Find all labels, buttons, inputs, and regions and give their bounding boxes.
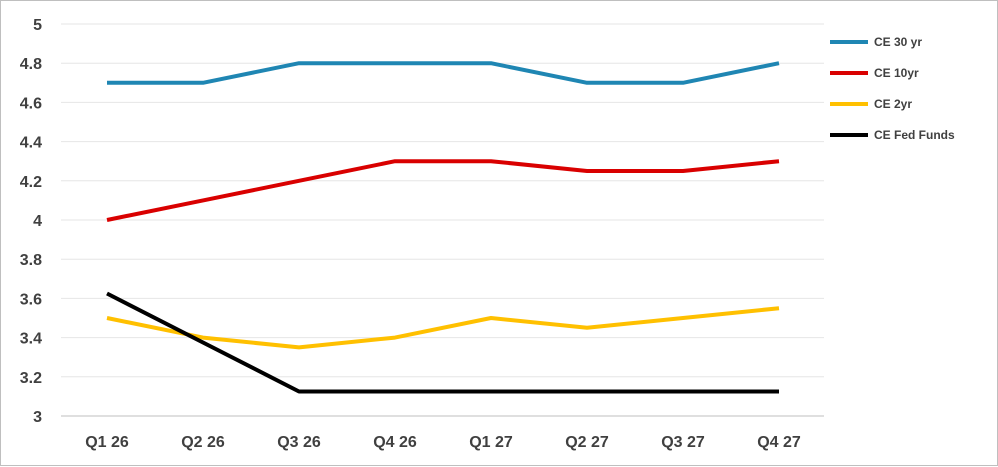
series-lines [106,61,780,394]
y-tick-label: 3.8 [20,252,42,269]
y-tick-label: 5 [33,17,42,34]
legend-label: CE Fed Funds [874,128,955,142]
y-tick-label: 3 [33,409,42,426]
y-tick-label: 3.4 [20,331,42,348]
x-axis-ticks: Q1 26 Q2 26 Q3 26 Q4 26 Q1 27 Q2 27 Q3 27 Q4 27 [85,434,801,451]
y-tick-label: 4.4 [20,135,42,152]
series-line-ce-fed-funds [106,291,779,394]
x-tick-label: Q1 26 [85,434,129,451]
x-tick-label: Q4 26 [373,434,417,451]
series-line-ce-2yr [106,306,780,350]
x-tick-label: Q2 26 [181,434,225,451]
y-tick-label: 4.2 [20,174,42,191]
x-tick-label: Q3 26 [277,434,321,451]
y-tick-label: 3.6 [20,291,42,308]
x-tick-label: Q1 27 [469,434,513,451]
y-tick-label: 4 [33,213,42,230]
series-line-ce-10yr [106,159,780,222]
legend: CE 30 yr CE 10yr CE 2yr CE Fed Funds [830,35,955,142]
x-tick-label: Q4 27 [757,434,801,451]
series-line-ce-30-yr [107,61,780,85]
y-tick-label: 4.6 [20,95,42,112]
gridlines [61,23,824,417]
y-tick-label: 4.8 [20,56,42,73]
y-tick-label: 3.2 [20,370,42,387]
y-axis-ticks: 3 3.2 3.4 3.6 3.8 4 4.2 4.4 4.6 4.8 5 [20,17,42,426]
x-tick-label: Q2 27 [565,434,609,451]
x-tick-label: Q3 27 [661,434,705,451]
legend-label: CE 30 yr [874,35,922,49]
legend-label: CE 2yr [874,97,912,111]
legend-label: CE 10yr [874,66,919,80]
